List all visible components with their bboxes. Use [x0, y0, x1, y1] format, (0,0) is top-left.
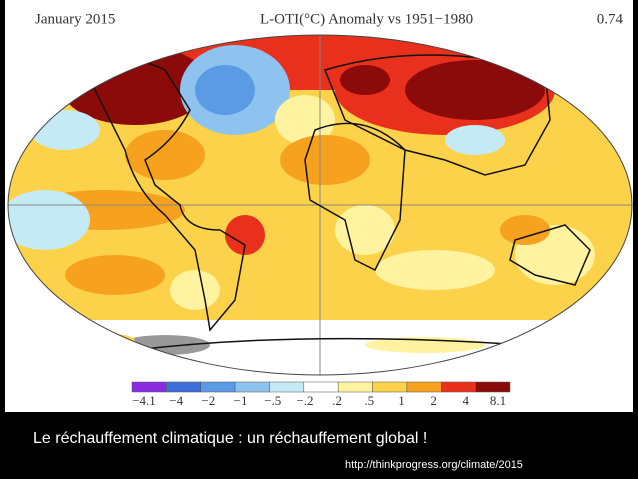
- color-scale: −4.1 −4 −2 −1 −.5 −.2 .2 .5 1 2 4 8.1: [131, 381, 511, 408]
- scale-label: 8.1: [490, 393, 506, 408]
- scale-label: −2: [201, 393, 215, 408]
- scale-label: −1: [234, 393, 248, 408]
- scale-swatch: [406, 381, 442, 393]
- map-border: [7, 34, 633, 376]
- global-mean: 0.74: [597, 11, 624, 27]
- scale-swatch: [303, 381, 339, 393]
- map-title: L-OTI(°C) Anomaly vs 1951−1980: [260, 11, 473, 27]
- map-figure: January 2015 L-OTI(°C) Anomaly vs 1951−1…: [5, 0, 633, 412]
- scale-label: 2: [430, 393, 437, 408]
- scale-swatch: [441, 381, 476, 393]
- scale-swatch: [166, 381, 201, 393]
- scale-label: 4: [463, 393, 470, 408]
- scale-label: .2: [332, 393, 342, 408]
- caption: Le réchauffement climatique : un réchauf…: [33, 430, 428, 447]
- scale-label: −.2: [296, 393, 313, 408]
- scale-swatch: [372, 381, 408, 393]
- scale-label: −.5: [264, 393, 281, 408]
- scale-swatch: [269, 381, 305, 393]
- map-date: January 2015: [35, 11, 115, 27]
- scale-swatch: [200, 381, 236, 393]
- scale-label: 1: [398, 393, 405, 408]
- scale-swatch: [234, 381, 270, 393]
- scale-label: .5: [364, 393, 374, 408]
- scale-swatch: [131, 381, 167, 393]
- source-url: http://thinkprogress.org/climate/2015: [345, 459, 523, 471]
- scale-label: −4.1: [132, 393, 156, 408]
- scale-swatch: [475, 381, 511, 393]
- scale-swatch: [337, 381, 373, 393]
- scale-label: −4: [169, 393, 183, 408]
